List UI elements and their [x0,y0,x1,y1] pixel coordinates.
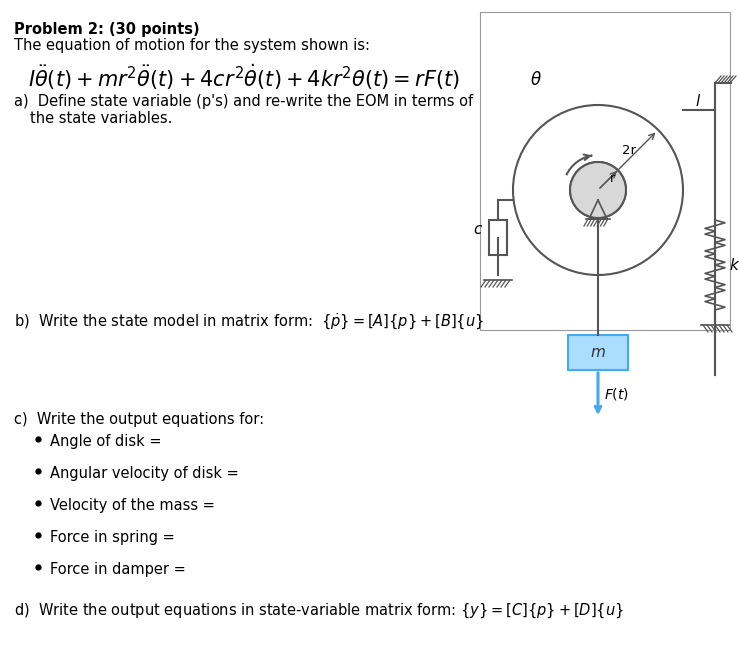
Text: Angular velocity of disk =: Angular velocity of disk = [50,466,239,481]
Text: $F(t)$: $F(t)$ [604,386,629,402]
Bar [489,220,507,255]
Text: c: c [474,222,482,238]
Text: b)  Write the state model in matrix form:  $\{\dot{p}\} = [A]\{p\} + [B]\{u\}$: b) Write the state model in matrix form:… [14,312,484,332]
Text: Force in spring =: Force in spring = [50,530,174,545]
Text: a)  Define state variable (p's) and re-write the EOM in terms of: a) Define state variable (p's) and re-wr… [14,94,473,109]
Bar [480,12,730,330]
Text: Force in damper =: Force in damper = [50,562,185,577]
Text: k: k [729,257,738,273]
Text: Angle of disk =: Angle of disk = [50,434,162,449]
Text: $I\ddot{\theta}(t) + mr^2\ddot{\theta}(t) + 4cr^2\dot{\theta}(t) + 4kr^2\theta(t: $I\ddot{\theta}(t) + mr^2\ddot{\theta}(t… [28,62,460,92]
Text: $m$: $m$ [590,345,606,360]
Text: the state variables.: the state variables. [30,111,172,126]
Circle shape [570,162,626,218]
Text: 2r: 2r [622,143,636,156]
Text: $\theta$: $\theta$ [530,71,542,89]
Text: Problem 2: (30 points): Problem 2: (30 points) [14,22,200,37]
Text: r: r [610,172,615,185]
Text: $l$: $l$ [695,93,701,109]
Text: c)  Write the output equations for:: c) Write the output equations for: [14,412,264,427]
Text: Velocity of the mass =: Velocity of the mass = [50,498,215,513]
FancyBboxPatch shape [568,335,628,370]
Text: d)  Write the output equations in state-variable matrix form: $\{y\} = [C]\{p\} : d) Write the output equations in state-v… [14,602,624,620]
Text: The equation of motion for the system shown is:: The equation of motion for the system sh… [14,38,370,53]
